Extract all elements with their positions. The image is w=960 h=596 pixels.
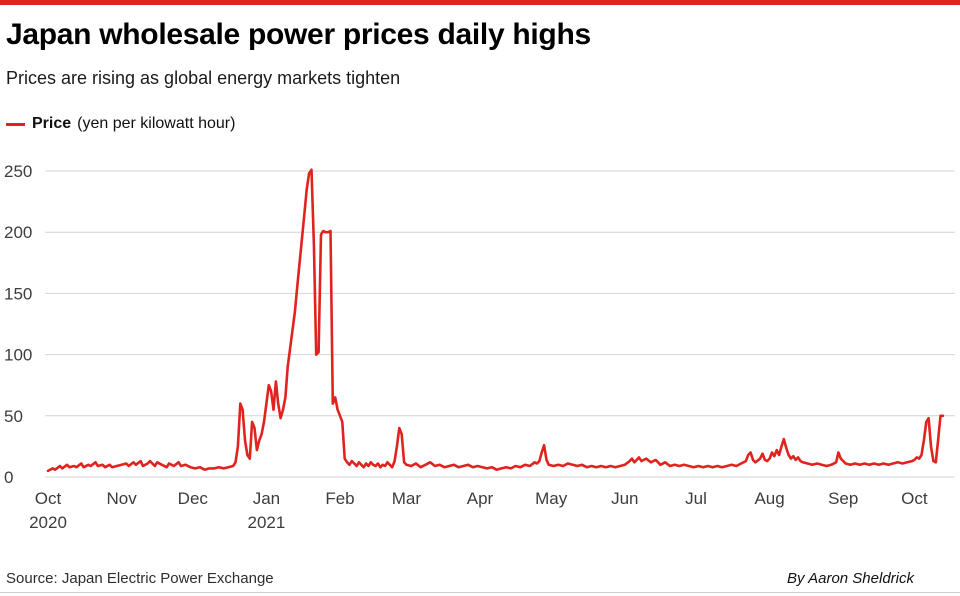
xtick-label: Sep xyxy=(828,489,858,508)
ytick-label: 100 xyxy=(4,346,32,365)
xtick-year-label: 2020 xyxy=(29,513,67,532)
ytick-label: 50 xyxy=(4,407,23,426)
legend: Price (yen per kilowatt hour) xyxy=(6,115,952,133)
xtick-label: Jan xyxy=(253,489,280,508)
xtick-label: Mar xyxy=(392,489,422,508)
xtick-year-label: 2021 xyxy=(247,513,285,532)
ytick-label: 0 xyxy=(4,468,13,487)
xtick-label: Oct xyxy=(35,489,62,508)
ytick-label: 250 xyxy=(4,162,32,181)
chart-header: Japan wholesale power prices daily highs… xyxy=(0,5,960,133)
chart-footer: Source: Japan Electric Power Exchange By… xyxy=(0,570,960,587)
byline-text: By Aaron Sheldrick xyxy=(786,570,914,587)
price-series-swatch-icon xyxy=(6,122,25,126)
chart-canvas: 0 50 100 150 200 250 Oct 2020 Nov Dec Jan 2021 Feb Ma… xyxy=(4,162,955,532)
xtick-label: Jul xyxy=(685,489,707,508)
legend-series-label: Price xyxy=(32,115,72,132)
xtick-label: Feb xyxy=(325,489,354,508)
xtick-label: Jun xyxy=(611,489,638,508)
price-line xyxy=(46,168,945,473)
legend-series-units: (yen per kilowatt hour) xyxy=(77,115,236,132)
xtick-label: Dec xyxy=(178,489,209,508)
source-text: Source: Japan Electric Power Exchange xyxy=(6,570,274,587)
ytick-label: 200 xyxy=(4,223,32,242)
ytick-label: 150 xyxy=(4,284,32,303)
xtick-label: Aug xyxy=(754,489,784,508)
top-accent-bar xyxy=(0,0,960,5)
xtick-label: Oct xyxy=(901,489,928,508)
xtick-label: Apr xyxy=(467,489,494,508)
page-title: Japan wholesale power prices daily highs xyxy=(6,18,591,51)
price-line-chart: 0 50 100 150 200 250 Oct 2020 Nov Dec Jan 2021 Feb Ma… xyxy=(0,149,960,546)
page-subtitle: Prices are rising as global energy marke… xyxy=(6,68,401,88)
xtick-label: Nov xyxy=(106,489,137,508)
bottom-rule xyxy=(0,592,960,593)
xtick-label: May xyxy=(535,489,568,508)
